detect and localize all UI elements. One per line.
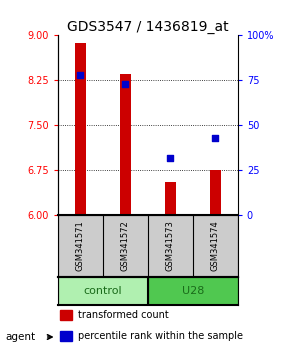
Bar xyxy=(75,43,86,215)
Point xyxy=(78,72,83,78)
Bar xyxy=(60,331,72,342)
Bar xyxy=(165,182,176,215)
Bar xyxy=(58,277,148,305)
Text: GSM341573: GSM341573 xyxy=(166,221,175,271)
Title: GDS3547 / 1436819_at: GDS3547 / 1436819_at xyxy=(67,21,229,34)
Point xyxy=(123,81,128,87)
Bar xyxy=(210,170,221,215)
Point xyxy=(213,135,218,141)
Text: transformed count: transformed count xyxy=(78,310,168,320)
Text: GSM341574: GSM341574 xyxy=(211,221,220,271)
Text: percentile rank within the sample: percentile rank within the sample xyxy=(78,331,243,341)
Bar xyxy=(120,74,131,215)
Point xyxy=(168,155,173,160)
Text: GSM341572: GSM341572 xyxy=(121,221,130,271)
Bar xyxy=(148,277,238,305)
Text: control: control xyxy=(84,286,122,296)
Text: U28: U28 xyxy=(182,286,204,296)
Text: GSM341571: GSM341571 xyxy=(76,221,85,271)
Text: agent: agent xyxy=(6,332,36,342)
Bar xyxy=(60,310,72,320)
